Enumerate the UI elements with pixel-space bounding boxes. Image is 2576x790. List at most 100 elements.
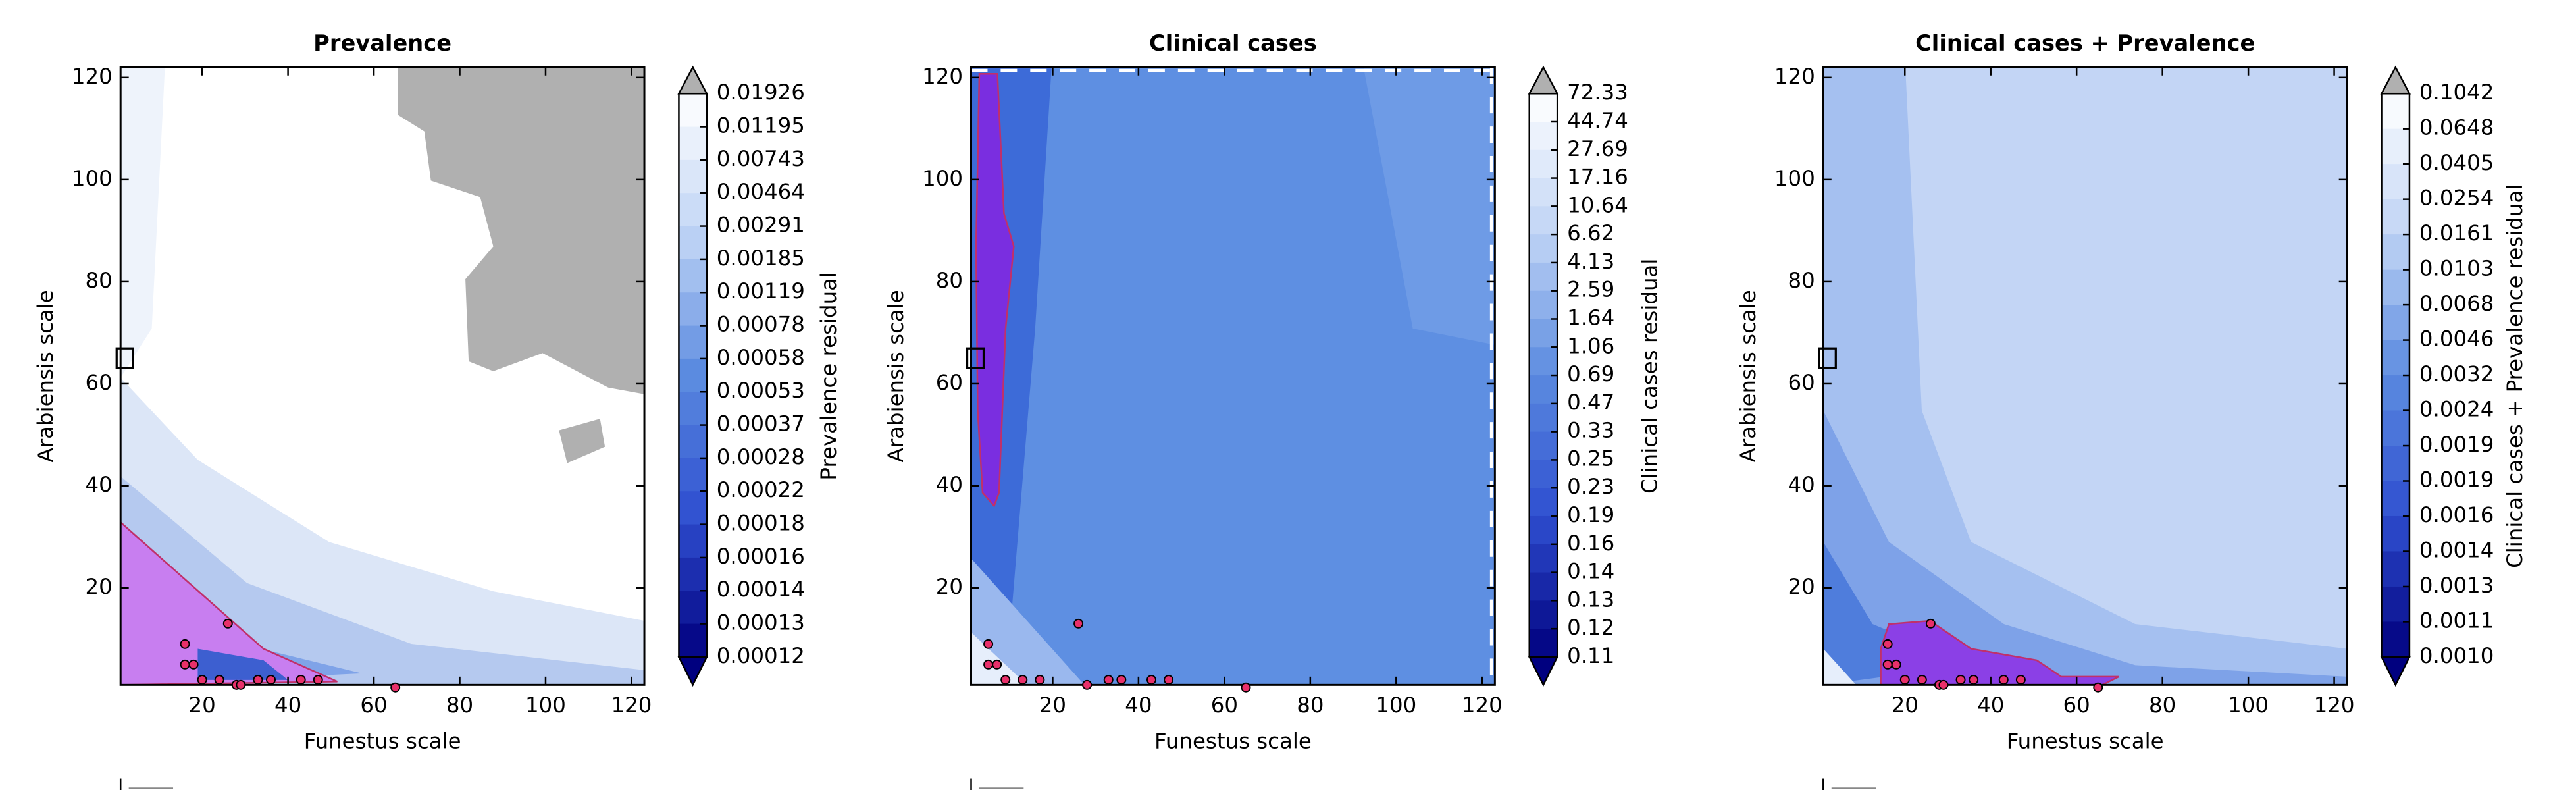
colorbar-tick-label: 0.0032: [2419, 361, 2494, 386]
colorbar-segment: [679, 358, 707, 393]
colorbar-segment: [1529, 488, 1558, 517]
colorbar-label: Clinical cases + Prevalence residual: [2502, 184, 2527, 568]
scatter-point: [1955, 675, 1966, 685]
colorbar-segment: [2381, 481, 2409, 517]
colorbar-segment: [2381, 515, 2409, 552]
colorbar-frame: [1528, 92, 1558, 658]
chart-title: Clinical cases + Prevalence: [1915, 30, 2255, 56]
colorbar-tick-label: 0.00078: [717, 312, 805, 337]
x-tick-label: 80: [2149, 693, 2176, 718]
colorbar-segment: [679, 524, 707, 559]
reference-marker: [966, 347, 985, 369]
colorbar-tick-label: 0.23: [1567, 474, 1614, 499]
colorbar-tick-label: 0.00018: [717, 511, 805, 536]
x-tick-label: 100: [2228, 693, 2269, 718]
colorbar-tick-label: 0.11: [1567, 643, 1614, 668]
colorbar-tick-label: 0.0405: [2419, 150, 2494, 175]
scatter-point: [2093, 682, 2103, 693]
colorbar-tick-label: 0.0046: [2419, 327, 2494, 352]
colorbar-segment: [679, 491, 707, 525]
x-tick-label: 60: [2063, 693, 2090, 718]
scatter-point: [313, 675, 323, 685]
scatter-point: [1882, 639, 1893, 649]
colorbar-tick-label: 0.00464: [717, 179, 805, 204]
colorbar-segment: [1529, 431, 1558, 461]
colorbar-tick-label: 0.19: [1567, 502, 1614, 527]
scatter-point: [983, 659, 994, 670]
colorbar-segment: [679, 425, 707, 460]
colorbar-tick-label: 0.0024: [2419, 397, 2494, 422]
colorbar-tick-label: 4.13: [1567, 249, 1614, 274]
chart-title: Clinical cases: [1149, 30, 1317, 56]
colorbar-segment: [679, 193, 707, 227]
plot-frame: [1822, 66, 2348, 686]
y-tick-label: 80: [1788, 268, 1815, 293]
scatter-point: [1998, 675, 2009, 685]
plot-frame: [119, 66, 646, 686]
colorbar-tick-label: 0.12: [1567, 615, 1614, 640]
scatter-point: [180, 639, 190, 649]
colorbar-segment: [1529, 93, 1558, 123]
colorbar-tick-label: 0.13: [1567, 587, 1614, 612]
colorbar-segment: [2381, 586, 2409, 623]
colorbar-tick-label: 0.33: [1567, 418, 1614, 443]
colorbar-segment: [679, 458, 707, 492]
colorbar-tick-label: 72.33: [1567, 80, 1628, 105]
colorbar-tick-label: 0.0016: [2419, 502, 2494, 527]
colorbar-tick-label: 0.00016: [717, 544, 805, 569]
colorbar-segment: [1529, 178, 1558, 207]
colorbar-tick-label: 0.69: [1567, 361, 1614, 386]
legend-stub: [119, 778, 1876, 790]
x-tick-label: 40: [1977, 693, 2004, 718]
colorbar-segment: [2381, 164, 2409, 200]
y-tick-label: 40: [936, 472, 963, 497]
colorbar-segment: [1529, 206, 1558, 236]
colorbar-segment: [679, 591, 707, 625]
colorbar-tick-label: 0.0648: [2419, 115, 2494, 140]
y-tick-label: 20: [85, 574, 112, 599]
colorbar-segment: [2381, 128, 2409, 165]
colorbar-segment: [1529, 544, 1558, 573]
colorbar-tick-label: 0.00185: [717, 246, 805, 271]
x-tick-label: 80: [1297, 693, 1324, 718]
x-tick-label: 100: [525, 693, 566, 718]
y-tick-label: 80: [936, 268, 963, 293]
colorbar-segment: [679, 557, 707, 592]
scatter-point: [197, 675, 207, 685]
colorbar-tick-label: 0.00291: [717, 213, 805, 238]
y-tick-label: 100: [922, 166, 963, 191]
colorbar-segment: [2381, 375, 2409, 411]
x-tick-label: 60: [360, 693, 387, 718]
colorbar-segment: [679, 292, 707, 327]
colorbar-tick-label: 0.0010: [2419, 643, 2494, 668]
y-tick-label: 120: [922, 64, 963, 89]
colorbar-tick-label: 1.64: [1567, 305, 1614, 330]
colorbar-segment: [1529, 262, 1558, 292]
scatter-point: [1925, 618, 1936, 629]
colorbar-tick-label: 0.00119: [717, 278, 805, 303]
y-tick-label: 120: [72, 64, 113, 89]
contour-field: [1823, 67, 2348, 685]
colorbar-tick-label: 0.0068: [2419, 291, 2494, 316]
plot-frame: [970, 66, 1496, 686]
colorbar-segment: [2381, 305, 2409, 341]
colorbar-extend: [2380, 65, 2411, 95]
colorbar-tick-label: 0.01195: [717, 113, 805, 138]
reference-marker: [115, 347, 134, 369]
scatter-point: [1938, 679, 1949, 690]
colorbar-tick-label: 0.0161: [2419, 221, 2494, 246]
colorbar-tick-label: 0.0011: [2419, 608, 2494, 633]
y-tick-label: 40: [1788, 472, 1815, 497]
colorbar-segment: [1529, 149, 1558, 179]
colorbar-tick-label: 0.00012: [717, 643, 805, 668]
scatter-point: [390, 682, 401, 693]
y-tick-label: 20: [1788, 574, 1815, 599]
scatter-point: [1241, 682, 1251, 693]
y-tick-label: 60: [1788, 370, 1815, 395]
x-tick-label: 60: [1211, 693, 1238, 718]
colorbar-frame: [678, 92, 708, 658]
reference-marker: [1818, 347, 1837, 369]
colorbar-tick-label: 1.06: [1567, 333, 1614, 358]
contour-field: [120, 67, 645, 685]
colorbar-tick-label: 6.62: [1567, 221, 1614, 246]
